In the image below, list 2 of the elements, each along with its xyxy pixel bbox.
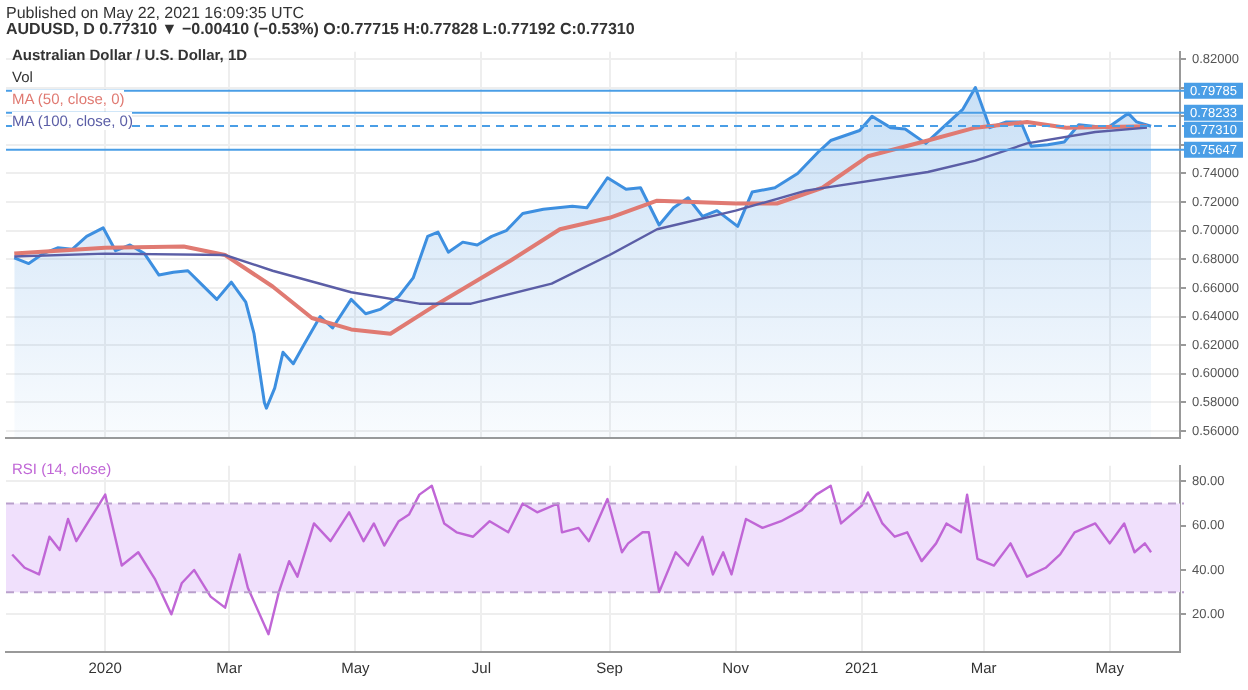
text: Published on May 22, 2021 16:09:35 UTC [6,4,304,22]
chart-subtitle: AUDUSD, D 0.77310 ▼ −0.00410 (−0.53%) O:0.77715 H:0.77828 L:0.77192 C:0.77310 [6,20,635,38]
